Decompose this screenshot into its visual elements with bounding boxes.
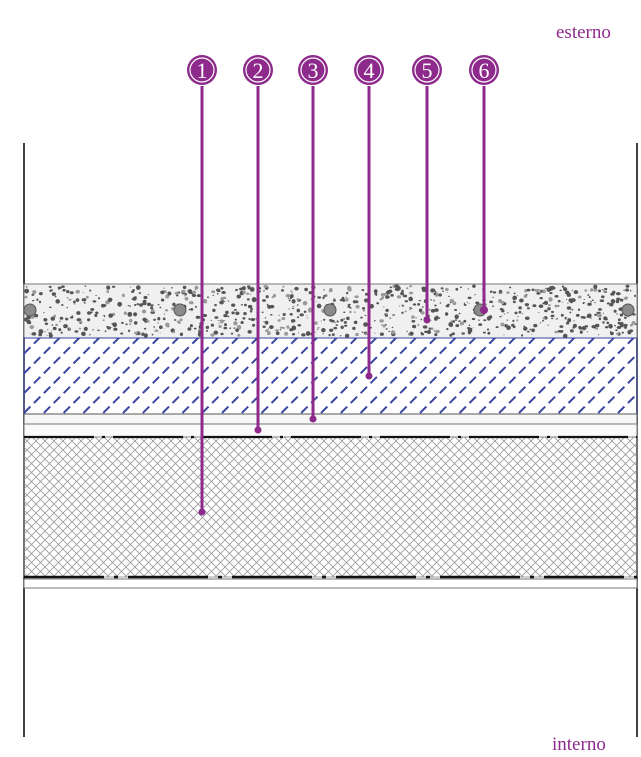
ceiling-finish-layer [23, 578, 638, 589]
slab-layer [23, 436, 638, 578]
marker-4: 4 [354, 55, 384, 380]
gravel-layer [23, 283, 638, 339]
inside-label: interno [552, 734, 606, 755]
marker-number: 6 [479, 58, 490, 83]
marker-3: 3 [298, 55, 328, 423]
marker-number: 1 [197, 58, 208, 83]
marker-2: 2 [243, 55, 273, 434]
marker-6: 6 [469, 55, 499, 314]
insulation-layer [23, 337, 638, 415]
marker-number: 4 [364, 58, 375, 83]
outside-label: esterno [556, 22, 611, 43]
layer-markers: 1 2 3 4 5 [187, 55, 499, 516]
vapour-barrier-layer [23, 423, 638, 438]
membrane-layer [23, 413, 638, 425]
marker-number: 5 [422, 58, 433, 83]
marker-number: 2 [253, 58, 264, 83]
marker-1: 1 [187, 55, 217, 516]
marker-5: 5 [412, 55, 442, 324]
marker-number: 3 [308, 58, 319, 83]
